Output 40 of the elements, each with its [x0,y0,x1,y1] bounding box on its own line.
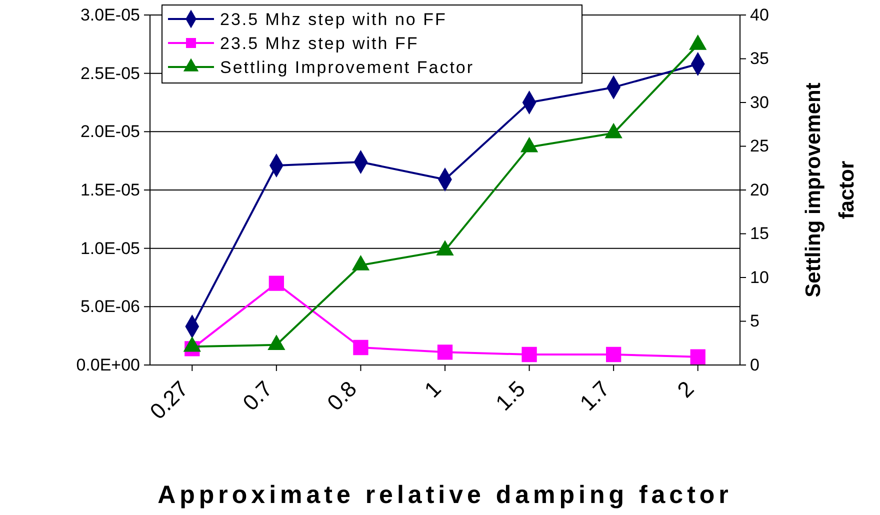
y-tick-label: 5.0E-06 [80,297,140,316]
y-tick-label: 1.5E-05 [80,180,140,200]
y-tick-label: 1.0E-05 [80,238,140,258]
legend-label: Settling Improvement Factor [220,58,474,77]
y-tick-label: 0.0E+00 [76,355,140,374]
y2-tick-label: 5 [750,312,760,331]
point [353,340,368,356]
point [605,123,622,138]
point [690,349,706,364]
x-tick-label: 0.7 [238,376,278,416]
x-tick-label: 1.7 [575,376,614,416]
point [352,256,370,270]
y2-tick-label: 30 [750,92,769,112]
point [689,35,706,50]
y2-tick-label: 40 [750,5,769,24]
y2-tick-label: 10 [750,268,769,287]
y2-tick-label: 35 [750,49,769,68]
y2-tick-label: 15 [750,224,769,244]
legend-label: 23.5 Mhz step with FF [220,34,419,53]
x-tick-label: 1 [419,376,446,402]
y2-tick-label: 25 [750,136,769,156]
y2-tick-label: 0 [750,355,760,374]
y2-axis-title: Settling improvement factor [802,82,859,298]
point [268,335,285,350]
x-tick-label: 1.5 [490,376,530,416]
point [184,336,201,352]
x-axis-title: Approximate relative damping factor [158,481,732,509]
y-tick-label: 3.0E-05 [80,5,140,24]
point [606,346,622,362]
y-tick-label: 2.0E-05 [80,122,140,142]
point [436,240,454,256]
point [437,344,453,360]
x-tick-label: 0.8 [322,376,362,416]
y2-tick-label: 20 [750,180,769,200]
point [520,137,538,152]
x-tick-label: 2 [672,376,699,402]
y-tick-label: 2.5E-05 [80,64,140,83]
point [268,276,284,291]
legend-label: 23.5 Mhz step with no FF [220,10,447,29]
point [522,346,537,362]
